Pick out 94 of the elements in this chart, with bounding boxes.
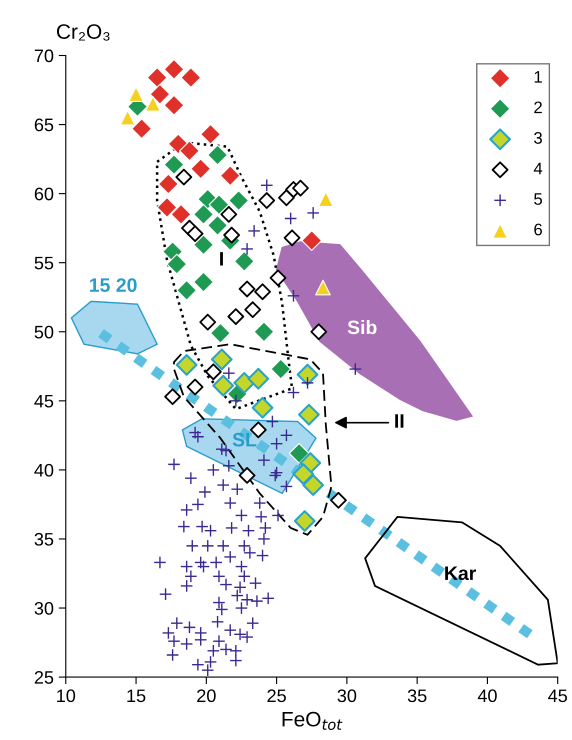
point (179, 140, 200, 162)
point (296, 364, 318, 386)
series-label: Sib (348, 320, 377, 334)
point (200, 124, 221, 145)
point (176, 280, 198, 301)
point (212, 374, 234, 397)
x-axis-title: FeO$_{tot}$ (282, 712, 342, 730)
point (170, 204, 192, 225)
y-tick-label: 50 (34, 326, 54, 338)
x-tick-label: 10 (57, 689, 76, 702)
point (164, 58, 184, 80)
point (310, 323, 328, 340)
point (208, 194, 230, 216)
point (227, 308, 244, 325)
point (204, 363, 222, 380)
y-axis-title: Cr₂O₃ (57, 24, 110, 41)
point (247, 368, 270, 390)
x-tick-label: 20 (197, 689, 216, 702)
point (145, 96, 161, 112)
legend-label: 3 (534, 132, 542, 144)
point (120, 110, 136, 126)
x-tick-label: 35 (408, 689, 426, 702)
point (164, 94, 184, 116)
point (254, 321, 274, 342)
legend-label: 2 (534, 101, 542, 114)
point (294, 510, 316, 532)
point (175, 168, 192, 186)
point (228, 190, 250, 211)
point (252, 396, 274, 419)
y-tick-label: 55 (34, 256, 54, 270)
point (210, 322, 231, 344)
point (292, 180, 309, 196)
point (302, 474, 324, 496)
point (166, 254, 188, 274)
x-tick-label: 25 (267, 689, 286, 702)
point (284, 229, 300, 246)
point (220, 165, 241, 186)
y-tick-label: 65 (34, 118, 54, 132)
point (210, 348, 233, 370)
point (288, 442, 310, 464)
point (234, 250, 255, 272)
point (193, 234, 214, 256)
point (128, 86, 144, 102)
series-label: Kar (445, 566, 476, 580)
point (330, 492, 347, 509)
point (164, 388, 181, 406)
point (146, 67, 168, 88)
y-tick-label: 45 (34, 394, 54, 408)
point (193, 272, 214, 292)
y-tick-label: 35 (34, 532, 54, 546)
point (301, 230, 322, 251)
point (244, 301, 262, 318)
point (186, 378, 204, 396)
legend-label: 6 (534, 224, 542, 236)
legend-label: II (395, 414, 404, 428)
point (298, 404, 320, 426)
point (186, 225, 204, 242)
point (315, 280, 331, 296)
point (131, 118, 152, 140)
x-tick-label: 45 (548, 690, 567, 702)
point (164, 154, 184, 175)
legend-label: 4 (534, 162, 542, 174)
y-tick-label: 70 (34, 49, 54, 62)
point (199, 314, 216, 330)
series-label: I (220, 252, 223, 266)
series-label: 15 20 (90, 278, 137, 292)
x-tick-label: 15 (127, 690, 146, 702)
legend-label: 5 (534, 193, 542, 205)
y-tick-label: 25 (34, 671, 54, 684)
point (238, 467, 256, 484)
point (180, 67, 202, 88)
point (190, 158, 212, 180)
point (270, 358, 292, 380)
point (223, 226, 240, 244)
point (150, 84, 170, 105)
point (238, 280, 256, 298)
series-label: SL (232, 432, 256, 447)
point (158, 174, 179, 194)
y-tick-label: 60 (34, 188, 54, 200)
point (176, 354, 198, 376)
point (207, 215, 228, 236)
point (292, 463, 314, 485)
point (270, 270, 286, 286)
y-tick-label: 30 (34, 602, 54, 615)
point (207, 144, 228, 166)
y-tick-label: 40 (34, 464, 54, 477)
point (193, 204, 214, 225)
x-tick-label: 40 (478, 689, 497, 702)
point (318, 191, 334, 207)
point (233, 372, 256, 394)
point (220, 206, 238, 223)
point (156, 197, 178, 218)
x-tick-label: 30 (338, 689, 356, 702)
legend-label: 1 (534, 71, 542, 83)
